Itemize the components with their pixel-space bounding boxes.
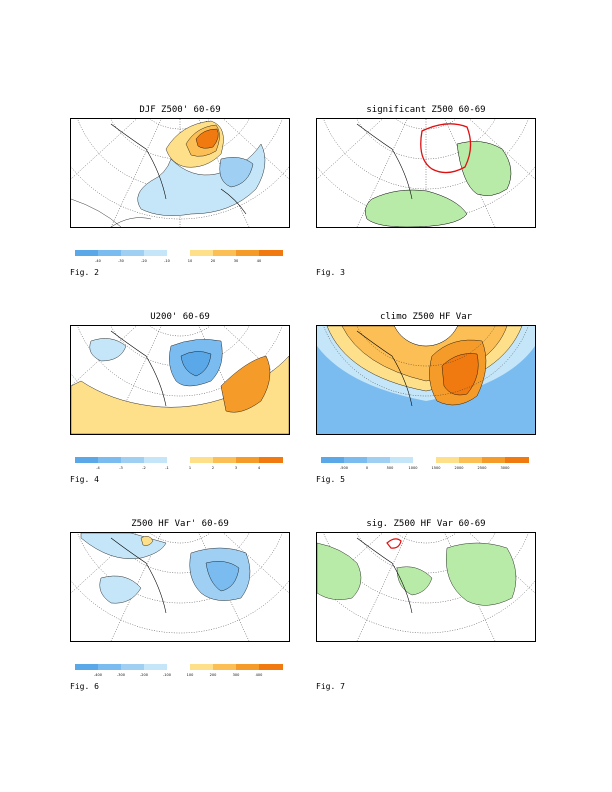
colorbar-label: 4 xyxy=(257,466,261,470)
colorbar-seg xyxy=(167,250,190,256)
colorbar-label: -20 xyxy=(141,259,147,263)
colorbar-seg xyxy=(121,250,144,256)
colorbar-seg xyxy=(167,664,190,670)
map-hf-var-anomaly xyxy=(70,532,290,642)
colorbar-label: 400 xyxy=(255,673,263,677)
colorbar-seg xyxy=(213,664,236,670)
colorbar-seg xyxy=(75,250,98,256)
colorbar-label: 2500 xyxy=(477,466,487,470)
map-climo-hf-var xyxy=(316,325,536,435)
colorbar-seg xyxy=(121,664,144,670)
colorbar-label: -1 xyxy=(165,466,169,470)
colorbar-seg xyxy=(236,664,259,670)
colorbar-seg xyxy=(344,457,367,463)
colorbar-label: -3 xyxy=(119,466,123,470)
colorbar-label: -500 xyxy=(340,466,348,470)
colorbar-label: 1 xyxy=(188,466,192,470)
colorbar-seg xyxy=(259,250,283,256)
colorbar-seg xyxy=(505,457,529,463)
colorbar-label: 300 xyxy=(232,673,240,677)
colorbar-seg xyxy=(144,250,167,256)
panel-title: U200' 60-69 xyxy=(150,312,210,322)
panel-title: sig. Z500 HF Var 60-69 xyxy=(366,519,486,529)
figure-label: Fig. 5 xyxy=(316,475,345,484)
colorbar-label: -30 xyxy=(118,259,124,263)
colorbar-seg xyxy=(75,457,98,463)
colorbar-label: 30 xyxy=(233,259,239,263)
colorbar-label: 2000 xyxy=(454,466,464,470)
panel-title: Z500 HF Var' 60-69 xyxy=(131,519,229,529)
colorbar-label: 1000 xyxy=(408,466,418,470)
colorbar-label: -4 xyxy=(96,466,100,470)
colorbar-seg xyxy=(259,664,283,670)
colorbar-seg xyxy=(190,457,213,463)
colorbar-seg xyxy=(190,250,213,256)
figure-label: Fig. 6 xyxy=(70,682,99,691)
map-significant-z500 xyxy=(316,118,536,228)
map-z500-anomaly xyxy=(70,118,290,228)
colorbar-seg xyxy=(436,457,459,463)
figure-label: Fig. 4 xyxy=(70,475,99,484)
colorbar-seg xyxy=(259,457,283,463)
colorbar-label: -100 xyxy=(163,673,171,677)
map-u200-anomaly xyxy=(70,325,290,435)
colorbar-seg xyxy=(75,664,98,670)
colorbar xyxy=(321,457,529,463)
colorbar-seg xyxy=(367,457,390,463)
colorbar-label: -200 xyxy=(140,673,148,677)
panel-title: significant Z500 60-69 xyxy=(366,105,486,115)
colorbar-label: -400 xyxy=(94,673,102,677)
colorbar-label: -2 xyxy=(142,466,146,470)
colorbar-seg xyxy=(321,457,344,463)
colorbar-seg xyxy=(144,457,167,463)
figure-label: Fig. 3 xyxy=(316,268,345,277)
colorbar-label: 100 xyxy=(186,673,194,677)
colorbar-seg xyxy=(213,250,236,256)
colorbar xyxy=(75,250,283,256)
colorbar-seg xyxy=(390,457,413,463)
colorbar-label: 3 xyxy=(234,466,238,470)
colorbar-label: 20 xyxy=(210,259,216,263)
colorbar-label: -300 xyxy=(117,673,125,677)
colorbar-seg xyxy=(98,664,121,670)
colorbar-seg xyxy=(236,457,259,463)
colorbar-seg xyxy=(213,457,236,463)
colorbar xyxy=(75,457,283,463)
colorbar-label: -40 xyxy=(95,259,101,263)
colorbar-seg xyxy=(98,457,121,463)
panel-title: DJF Z500' 60-69 xyxy=(139,105,221,115)
colorbar-seg xyxy=(236,250,259,256)
colorbar-seg xyxy=(482,457,505,463)
colorbar-label: 10 xyxy=(187,259,193,263)
colorbar-label: 0 xyxy=(365,466,369,470)
colorbar-label: 40 xyxy=(256,259,262,263)
colorbar-label: 200 xyxy=(209,673,217,677)
colorbar xyxy=(75,664,283,670)
colorbar-seg xyxy=(144,664,167,670)
colorbar-seg xyxy=(413,457,436,463)
colorbar-seg xyxy=(98,250,121,256)
figure-label: Fig. 2 xyxy=(70,268,99,277)
colorbar-label: 1500 xyxy=(431,466,441,470)
colorbar-seg xyxy=(121,457,144,463)
colorbar-label: 2 xyxy=(211,466,215,470)
colorbar-label: 3000 xyxy=(500,466,510,470)
colorbar-seg xyxy=(459,457,482,463)
colorbar-seg xyxy=(167,457,190,463)
colorbar-seg xyxy=(190,664,213,670)
colorbar-label: 500 xyxy=(386,466,394,470)
colorbar-label: -10 xyxy=(164,259,170,263)
map-sig-hf-var xyxy=(316,532,536,642)
figure-label: Fig. 7 xyxy=(316,682,345,691)
panel-title: climo Z500 HF Var xyxy=(379,312,473,322)
